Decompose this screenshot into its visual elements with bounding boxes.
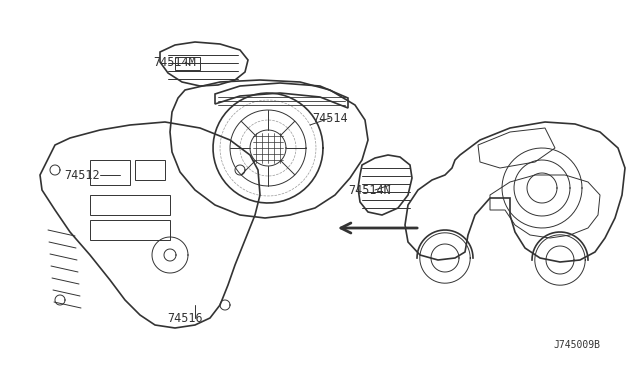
Text: J745009B: J745009B: [553, 340, 600, 350]
Text: 74514N: 74514N: [349, 183, 392, 196]
Text: 74514: 74514: [312, 112, 348, 125]
Text: 74514M: 74514M: [154, 55, 196, 68]
Text: 74516: 74516: [167, 311, 203, 324]
Text: 74512: 74512: [64, 169, 100, 182]
